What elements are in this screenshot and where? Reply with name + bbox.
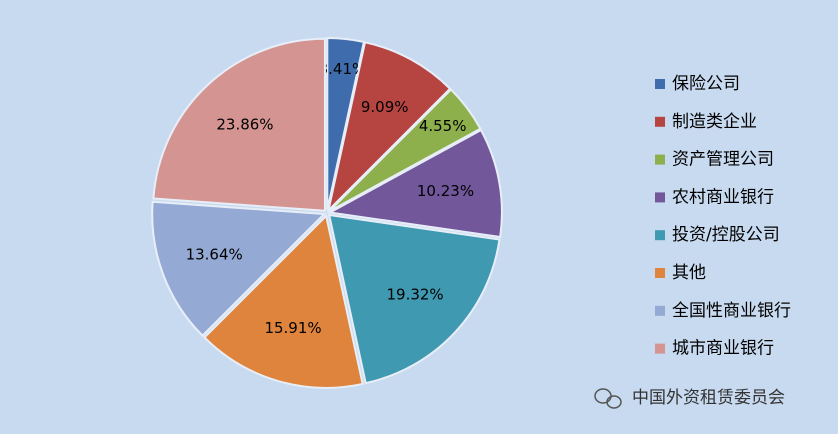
legend-label: 全国性商业银行: [672, 301, 791, 321]
legend-label: 资产管理公司: [672, 150, 774, 170]
pie-slice: [151, 200, 327, 338]
pie-slice: [203, 213, 364, 389]
pie-slice: [327, 213, 501, 385]
watermark-icon: [594, 388, 622, 409]
pie-slice: [326, 128, 503, 239]
data-label: 23.86%: [216, 115, 273, 133]
legend-label: 投资/控股公司: [672, 225, 780, 245]
legend-swatch: [655, 230, 665, 241]
pie-slice: [326, 41, 452, 214]
data-label: 10.23%: [417, 182, 474, 200]
legend-label: 保险公司: [672, 74, 740, 94]
legend-swatch: [655, 116, 665, 127]
legend-label: 农村商业银行: [672, 187, 774, 207]
pie-slice: [152, 37, 326, 212]
data-label: 9.09%: [361, 98, 409, 116]
legend-label: 制造类企业: [672, 112, 757, 132]
data-label: 13.64%: [186, 246, 243, 264]
legend-swatch: [655, 154, 665, 165]
legend-swatch: [655, 192, 665, 203]
legend-swatch: [655, 343, 665, 354]
pie-slice: [326, 37, 366, 211]
legend-label: 其他: [672, 263, 706, 283]
data-label: 15.91%: [264, 319, 321, 337]
watermark: 中国外资租赁委员会: [632, 388, 785, 408]
pie-slice: [328, 88, 482, 213]
data-label: 19.32%: [386, 286, 443, 304]
data-label: 3.41%: [319, 60, 367, 78]
legend-swatch: [655, 268, 665, 278]
legend-swatch: [655, 79, 665, 89]
data-label: 4.55%: [419, 117, 467, 135]
legend-swatch: [655, 305, 665, 316]
legend-label: 城市商业银行: [672, 339, 774, 359]
